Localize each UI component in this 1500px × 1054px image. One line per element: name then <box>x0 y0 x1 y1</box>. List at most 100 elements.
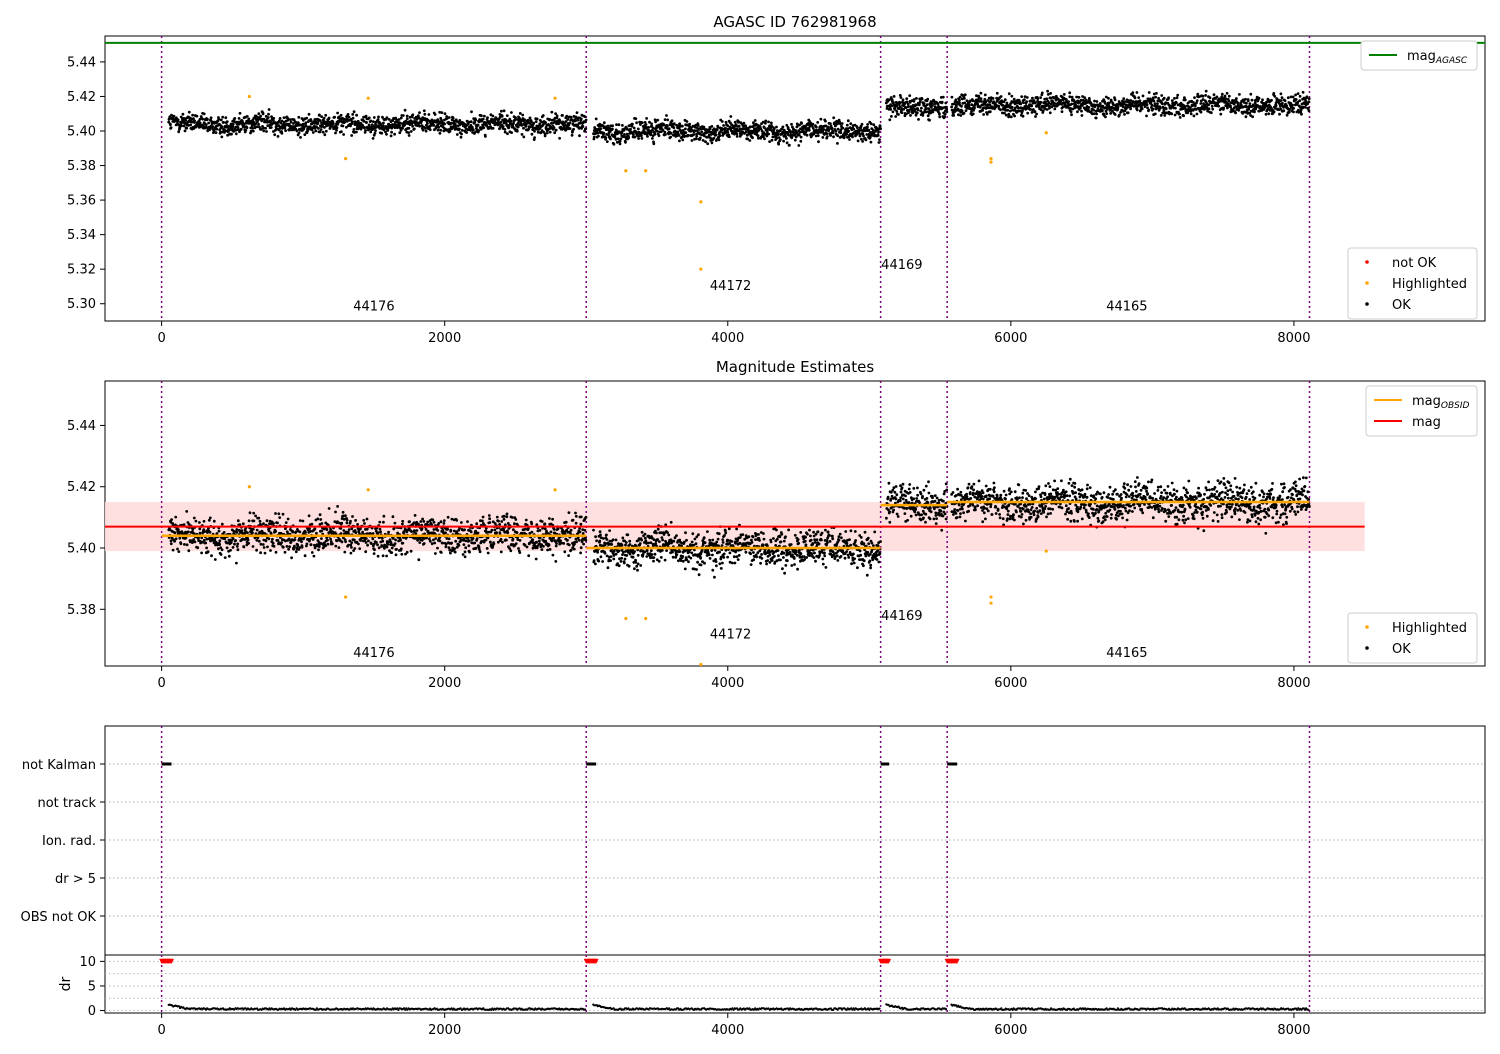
ok-point <box>373 116 376 119</box>
ok-point <box>342 125 345 128</box>
ok-point <box>999 108 1002 111</box>
ok-point <box>1245 115 1248 118</box>
ok-point <box>240 128 243 131</box>
ok-point <box>1048 105 1051 108</box>
ok-point <box>1076 110 1079 113</box>
ok-point <box>535 541 538 544</box>
ok-point <box>464 546 467 549</box>
ok-point <box>510 131 513 134</box>
ok-point <box>440 551 443 554</box>
ok-point <box>921 98 924 101</box>
ok-point <box>1092 109 1095 112</box>
ok-point <box>1148 91 1151 94</box>
ok-point <box>472 537 475 540</box>
ok-point <box>835 130 838 133</box>
ok-point <box>341 541 344 544</box>
ok-point <box>170 126 173 129</box>
ok-point <box>584 115 587 118</box>
ok-point <box>1304 100 1307 103</box>
ok-point <box>272 542 275 545</box>
ok-point <box>426 122 429 125</box>
ok-point <box>908 94 911 97</box>
ok-point <box>334 545 337 548</box>
ok-point <box>666 119 669 122</box>
ok-point <box>326 528 329 531</box>
ok-point <box>317 121 320 124</box>
ok-point <box>1071 96 1074 99</box>
ok-point <box>441 542 444 545</box>
ok-point <box>1078 96 1081 99</box>
ok-point <box>406 115 409 118</box>
ok-point <box>277 135 280 138</box>
ok-point <box>467 537 470 540</box>
ok-point <box>837 128 840 131</box>
ok-point <box>519 539 522 542</box>
ok-point <box>1299 95 1302 98</box>
ok-point <box>246 126 249 129</box>
ok-point <box>421 518 424 521</box>
ok-point <box>252 130 255 133</box>
ok-point <box>304 554 307 557</box>
ok-point <box>272 522 275 525</box>
ok-point <box>347 531 350 534</box>
ok-point <box>861 123 864 126</box>
ok-point <box>926 98 929 101</box>
ok-point <box>342 133 345 136</box>
ok-point <box>313 555 316 558</box>
ok-point <box>388 118 391 121</box>
ok-point <box>1154 96 1157 99</box>
highlighted-point <box>699 268 702 271</box>
ok-point <box>380 132 383 135</box>
ok-point <box>193 517 196 520</box>
ok-point <box>664 133 667 136</box>
ok-point <box>1288 108 1291 111</box>
ok-point <box>513 522 516 525</box>
y-tick-label: 5.32 <box>67 263 96 278</box>
ok-point <box>725 121 728 124</box>
ok-point <box>574 120 577 123</box>
ok-point <box>1202 95 1205 98</box>
ok-point <box>260 543 263 546</box>
ok-point <box>258 540 261 543</box>
ok-point <box>627 137 630 140</box>
ok-point <box>754 119 757 122</box>
ok-point <box>570 529 573 532</box>
ok-point <box>488 123 491 126</box>
ok-point <box>448 537 451 540</box>
ok-point <box>511 516 514 519</box>
ok-point <box>901 111 904 114</box>
ok-point <box>928 119 931 122</box>
ok-point <box>574 512 577 515</box>
ok-point <box>604 136 607 139</box>
ok-point <box>501 115 504 118</box>
ok-point <box>454 124 457 127</box>
ok-point <box>183 125 186 128</box>
ok-point <box>817 140 820 143</box>
ok-point <box>437 522 440 525</box>
ok-point <box>286 545 289 548</box>
ok-point <box>1210 111 1213 114</box>
ok-point <box>482 126 485 129</box>
ok-point <box>468 551 471 554</box>
ok-point <box>297 121 300 124</box>
ok-point <box>1196 93 1199 96</box>
ok-point <box>997 105 1000 108</box>
ok-point <box>668 127 671 130</box>
ok-point <box>952 114 955 117</box>
magnitude-panel-title: Magnitude Estimates <box>716 358 874 376</box>
ok-point <box>1068 91 1071 94</box>
ok-point <box>346 519 349 522</box>
ok-point <box>226 546 229 549</box>
ok-point <box>1204 94 1207 97</box>
obsid-label: 44176 <box>353 300 394 315</box>
ok-point <box>224 116 227 119</box>
ok-point <box>1294 94 1297 97</box>
ok-point <box>185 510 188 513</box>
ok-point <box>1131 91 1134 94</box>
ok-point <box>298 546 301 549</box>
ok-point <box>553 126 556 129</box>
ok-point <box>1163 114 1166 117</box>
ok-point <box>518 551 521 554</box>
ok-point <box>482 516 485 519</box>
ok-point <box>492 115 495 118</box>
